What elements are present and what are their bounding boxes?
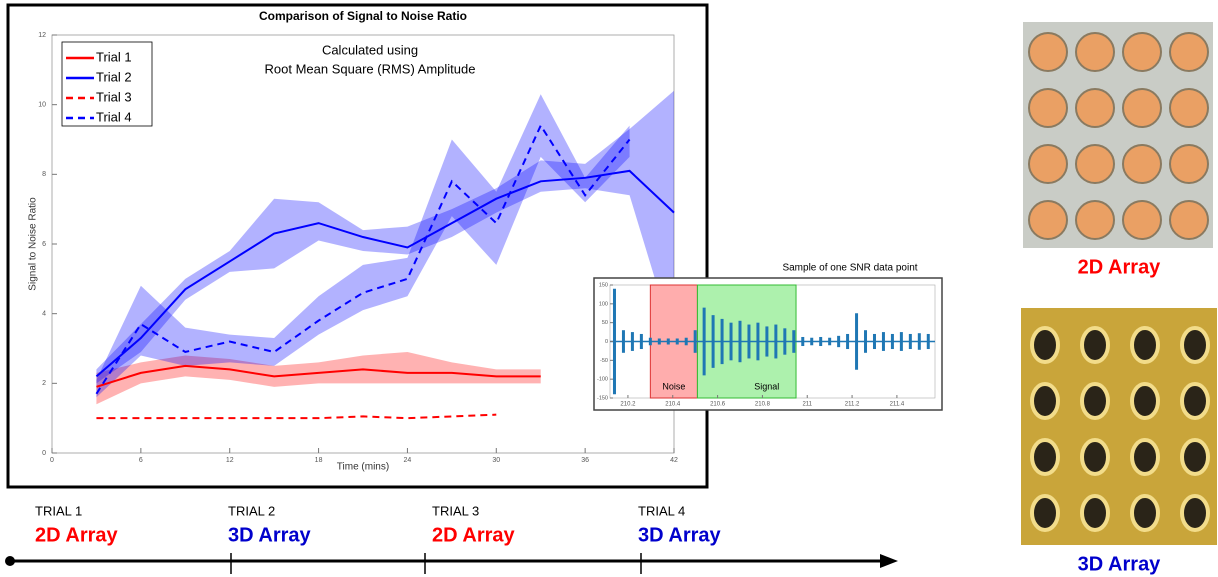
x-tick-label: 18	[315, 457, 323, 464]
electrode	[1080, 494, 1110, 532]
x-tick-label: 0	[50, 457, 54, 464]
electrode	[1130, 326, 1160, 364]
photo-2d	[1023, 22, 1213, 248]
electrode	[1030, 494, 1060, 532]
x-tick-label: 210.2	[620, 402, 636, 408]
electrode	[1122, 144, 1162, 184]
annotation: Root Mean Square (RMS) Amplitude	[265, 61, 476, 76]
array-label: 2D Array	[35, 524, 119, 546]
x-tick-label: 211.2	[845, 402, 860, 408]
series-line	[95, 123, 631, 395]
electrode	[1080, 326, 1110, 364]
timeline-start	[5, 556, 15, 566]
legend-label: Trial 4	[96, 109, 132, 124]
x-tick-label: 210.8	[755, 402, 771, 408]
legend-label: Trial 1	[96, 49, 132, 64]
electrode	[1169, 144, 1209, 184]
electrode	[1130, 382, 1160, 420]
y-tick-label: 50	[602, 320, 608, 326]
x-tick-label: 6	[139, 457, 143, 464]
electrode	[1028, 200, 1068, 240]
electrode	[1030, 438, 1060, 476]
y-tick-label: 4	[42, 311, 46, 318]
y-tick-label: 2	[42, 380, 46, 387]
electrode	[1130, 438, 1160, 476]
y-tick-label: 8	[42, 171, 46, 178]
electrode	[1180, 326, 1210, 364]
y-tick-label: 0	[605, 339, 608, 345]
x-tick-label: 12	[226, 457, 234, 464]
x-tick-label: 30	[492, 457, 500, 464]
electrode	[1028, 32, 1068, 72]
photo-3d	[1021, 308, 1217, 545]
electrode	[1169, 88, 1209, 128]
trial-label: TRIAL 4	[638, 503, 685, 518]
electrode	[1122, 88, 1162, 128]
electrode	[1030, 326, 1060, 364]
electrode	[1130, 494, 1160, 532]
region-label: Noise	[662, 381, 685, 391]
electrode	[1169, 32, 1209, 72]
y-tick-label: -150	[597, 395, 608, 401]
error-band	[96, 351, 541, 405]
timeline-arrow	[880, 554, 898, 568]
electrode	[1080, 438, 1110, 476]
array-label: 3D Array	[228, 524, 312, 546]
inset-title: Sample of one SNR data point	[782, 263, 917, 274]
electrode	[1075, 144, 1115, 184]
electrode	[1080, 382, 1110, 420]
region-label: Signal	[754, 381, 779, 391]
x-tick-label: 211.4	[890, 402, 905, 408]
trial-label: TRIAL 1	[35, 503, 82, 518]
plot-area	[51, 34, 675, 454]
y-tick-label: -50	[600, 358, 608, 364]
y-tick-label: 10	[38, 102, 46, 109]
electrode	[1030, 382, 1060, 420]
y-tick-label: 0	[42, 450, 46, 457]
x-tick-label: 36	[581, 457, 589, 464]
electrode	[1028, 88, 1068, 128]
electrode	[1180, 382, 1210, 420]
y-axis-label: Signal to Noise Ratio	[28, 197, 39, 291]
electrode	[1180, 494, 1210, 532]
electrode	[1122, 200, 1162, 240]
electrode	[1169, 200, 1209, 240]
electrode	[1075, 88, 1115, 128]
x-tick-label: 210.4	[665, 402, 681, 408]
x-tick-label: 42	[670, 457, 678, 464]
chart-title: Comparison of Signal to Noise Ratio	[259, 9, 467, 23]
legend-label: Trial 2	[96, 69, 132, 84]
photo-label: 2D Array	[1078, 256, 1162, 278]
array-label: 3D Array	[638, 524, 722, 546]
y-tick-label: 100	[599, 301, 608, 307]
electrode	[1122, 32, 1162, 72]
y-tick-label: -100	[597, 377, 608, 383]
electrode	[1028, 144, 1068, 184]
x-tick-label: 24	[404, 457, 412, 464]
legend-label: Trial 3	[96, 89, 132, 104]
photo-label: 3D Array	[1078, 553, 1162, 575]
x-tick-label: 210.6	[710, 402, 726, 408]
array-label: 2D Array	[432, 524, 516, 546]
annotation: Calculated using	[322, 42, 418, 57]
y-tick-label: 150	[599, 282, 608, 288]
trial-label: TRIAL 3	[432, 503, 479, 518]
trial-label: TRIAL 2	[228, 503, 275, 518]
electrode	[1075, 32, 1115, 72]
error-band	[96, 90, 674, 384]
series-line	[96, 413, 497, 420]
series-line	[95, 169, 675, 378]
electrode	[1075, 200, 1115, 240]
x-tick-label: 211	[802, 402, 812, 408]
y-tick-label: 12	[38, 32, 46, 39]
series-line	[96, 364, 541, 388]
electrode	[1180, 438, 1210, 476]
y-tick-label: 6	[42, 241, 46, 248]
x-axis-label: Time (mins)	[337, 462, 389, 473]
legend-box	[61, 41, 153, 127]
